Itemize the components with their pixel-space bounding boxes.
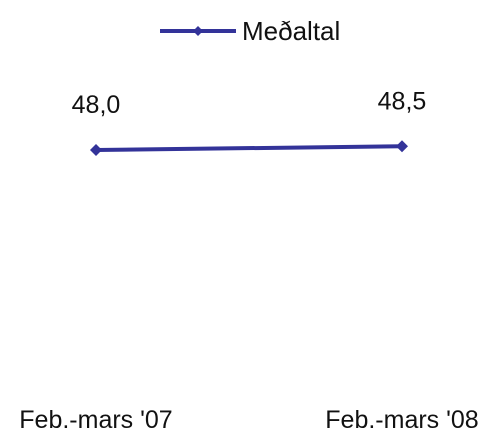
legend-label: Meðaltal xyxy=(242,16,340,46)
data-label-0-0: 48,0 xyxy=(72,91,121,119)
legend: Meðaltal xyxy=(160,16,340,46)
data-label-layer: 48,0 48,5 xyxy=(72,87,427,119)
data-point-0-0 xyxy=(90,144,102,156)
data-point-0-1 xyxy=(396,140,408,153)
legend-diamond-marker xyxy=(193,26,203,36)
x-axis-labels: Feb.-mars '07 Feb.-mars '08 xyxy=(19,406,478,434)
series-layer xyxy=(90,140,408,156)
x-tick-label-1: Feb.-mars '08 xyxy=(325,406,478,434)
series-line-0 xyxy=(95,144,403,152)
x-tick-label-0: Feb.-mars '07 xyxy=(19,406,172,434)
data-label-0-1: 48,5 xyxy=(378,87,427,115)
